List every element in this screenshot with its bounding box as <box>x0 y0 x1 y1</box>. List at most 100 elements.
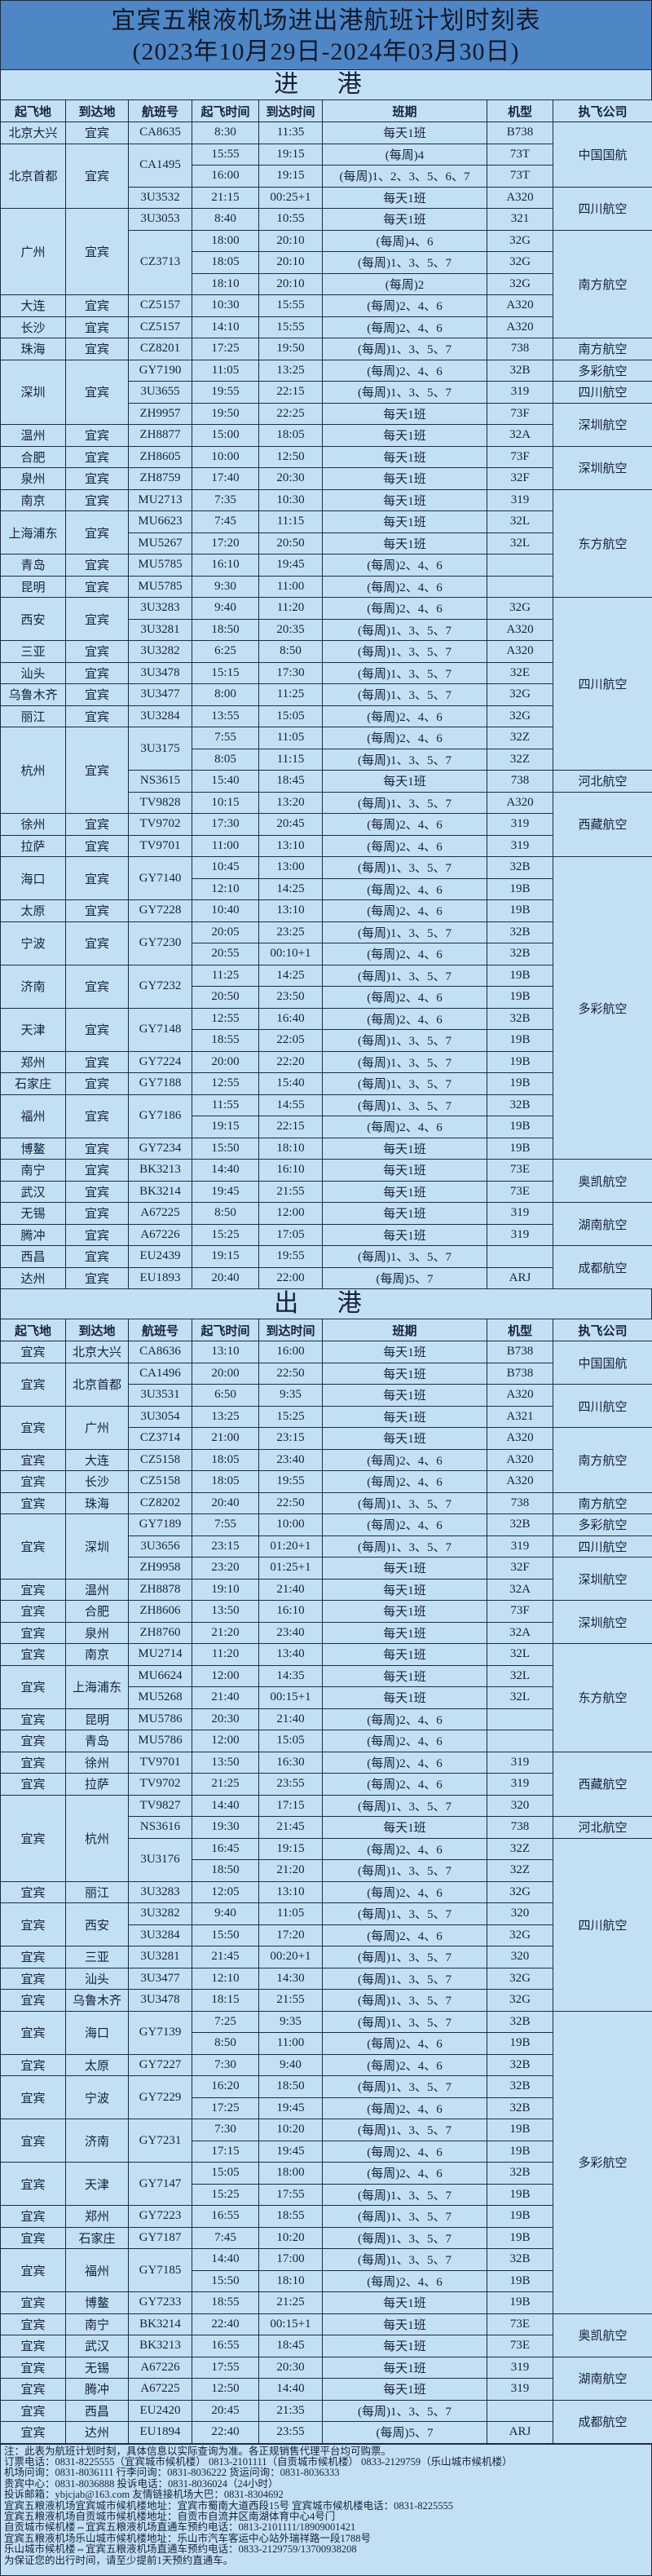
destination-cell: 福州 <box>66 2249 129 2292</box>
flight-number-cell: 3U3281 <box>129 1946 192 1968</box>
destination-cell: 徐州 <box>66 1752 129 1774</box>
schedule-days-cell: (每周)1、3、5、7 <box>323 2400 487 2422</box>
destination-cell: 宜宾 <box>66 425 129 447</box>
departure-time-cell: 18:50 <box>192 1860 259 1882</box>
schedule-days-cell: 每天1班 <box>323 1406 487 1428</box>
departure-time-cell: 17:55 <box>192 2357 259 2379</box>
departure-time-cell: 15:40 <box>192 771 259 793</box>
origin-cell: 泉州 <box>1 468 66 490</box>
departure-time-cell: 21:20 <box>192 1622 259 1644</box>
flight-number-cell: CA8635 <box>129 122 192 144</box>
departure-time-cell: 11:25 <box>192 965 259 987</box>
destination-cell: 宜宾 <box>66 1160 129 1182</box>
origin-cell: 宜宾 <box>1 1341 66 1363</box>
aircraft-type-cell <box>487 1708 553 1730</box>
aircraft-type-cell: 19B <box>487 2033 553 2055</box>
departure-time-cell: 19:50 <box>192 403 259 425</box>
flight-number-cell: BK3214 <box>129 2313 192 2335</box>
schedule-days-cell: (每周)1、3、5、7 <box>323 1860 487 1882</box>
schedule-days-cell: 每天1班 <box>323 2313 487 2335</box>
arrival-time-cell: 22:15 <box>259 382 323 404</box>
arrival-time-cell: 8:50 <box>259 641 323 663</box>
destination-cell: 宜宾 <box>66 468 129 490</box>
departure-time-cell: 12:55 <box>192 1073 259 1095</box>
origin-cell: 济南 <box>1 965 66 1008</box>
flight-number-cell: MU5268 <box>129 1687 192 1709</box>
arrival-time-cell: 16:10 <box>259 1601 323 1623</box>
departure-time-cell: 20:00 <box>192 1051 259 1073</box>
departure-time-cell: 20:45 <box>192 2400 259 2422</box>
departure-time-cell: 17:20 <box>192 532 259 555</box>
column-header-flight-no: 航班号 <box>129 100 192 122</box>
destination-cell: 宜宾 <box>66 446 129 468</box>
origin-cell: 宜宾 <box>1 2206 66 2228</box>
departure-time-cell: 8:40 <box>192 209 259 231</box>
schedule-days-cell: (每周)1、3、5、7 <box>323 965 487 987</box>
aircraft-type-cell: 32L <box>487 532 553 555</box>
destination-cell: 南京 <box>66 1644 129 1666</box>
schedule-days-cell: (每周)2、4、6 <box>323 835 487 857</box>
origin-cell: 宜宾 <box>1 1579 66 1601</box>
arrival-time-cell: 23:40 <box>259 1449 323 1471</box>
destination-cell: 宜宾 <box>66 857 129 900</box>
origin-cell: 宜宾 <box>1 2227 66 2249</box>
aircraft-type-cell: 32A <box>487 1579 553 1601</box>
schedule-days-cell: 每天1班 <box>323 1385 487 1407</box>
aircraft-type-cell: A320 <box>487 1385 553 1407</box>
departure-time-cell: 7:25 <box>192 2011 259 2033</box>
schedule-days-cell: (每周)2、4、6 <box>323 295 487 317</box>
destination-cell: 宜宾 <box>66 1008 129 1051</box>
arrival-time-cell: 21:45 <box>259 1817 323 1839</box>
arrival-time-cell: 01:20+1 <box>259 1535 323 1558</box>
arrival-time-cell: 20:10 <box>259 273 323 295</box>
note-line: 自贡城市候机楼⇔宜宾五粮液机场直通车预约电话：0813-2101111/1890… <box>4 2522 648 2533</box>
arrival-time-cell: 20:30 <box>259 468 323 490</box>
arrival-time-cell: 13:10 <box>259 900 323 922</box>
aircraft-type-cell: A320 <box>487 792 553 814</box>
destination-cell: 北京大兴 <box>66 1341 129 1363</box>
arrival-time-cell: 00:25+1 <box>259 187 323 209</box>
departure-time-cell: 7:45 <box>192 2227 259 2249</box>
flight-number-cell: 3U3655 <box>129 382 192 404</box>
destination-cell: 宜宾 <box>66 576 129 598</box>
aircraft-type-cell: A320 <box>487 619 553 641</box>
arrival-time-cell: 19:15 <box>259 1838 323 1860</box>
destination-cell: 泉州 <box>66 1622 129 1644</box>
destination-cell: 宜宾 <box>66 727 129 814</box>
flight-number-cell: CZ5158 <box>129 1471 192 1493</box>
origin-cell: 武汉 <box>1 1181 66 1203</box>
flight-number-cell: CA8636 <box>129 1341 192 1363</box>
aircraft-type-cell: 19B <box>487 2184 553 2206</box>
arrival-time-cell: 00:10+1 <box>259 943 323 965</box>
arrival-time-cell: 15:55 <box>259 316 323 338</box>
flight-number-cell: GY7227 <box>129 2054 192 2076</box>
note-line: 投诉邮箱：ybjcjab@163.com 友情链接机场大巴：0831-83046… <box>4 2490 648 2500</box>
destination-cell: 温州 <box>66 1579 129 1601</box>
departure-time-cell: 12:00 <box>192 1730 259 1752</box>
flight-number-cell: EU1893 <box>129 1267 192 1289</box>
flight-number-cell: CA1495 <box>129 144 192 187</box>
airline-cell: 多彩航空 <box>553 360 652 382</box>
flight-number-cell: TV9828 <box>129 792 192 814</box>
schedule-days-cell: (每周)2、4、6 <box>323 1708 487 1730</box>
arrival-time-cell: 15:25 <box>259 1406 323 1428</box>
origin-cell: 宜宾 <box>1 2011 66 2054</box>
departure-time-cell: 8:00 <box>192 684 259 706</box>
aircraft-type-cell: 32F <box>487 1558 553 1580</box>
schedule-days-cell: 每天1班 <box>323 532 487 555</box>
departures-section-title: 出 港 <box>0 1289 652 1319</box>
arrival-time-cell: 9:35 <box>259 2011 323 2033</box>
arrival-time-cell: 15:55 <box>259 295 323 317</box>
origin-cell: 海口 <box>1 857 66 900</box>
aircraft-type-cell: 32B <box>487 2076 553 2098</box>
aircraft-type-cell: 32G <box>487 705 553 727</box>
airline-cell: 四川航空 <box>553 382 652 404</box>
arrival-time-cell: 18:45 <box>259 2335 323 2357</box>
destination-cell: 丽江 <box>66 1881 129 1903</box>
schedule-days-cell: (每周)2、4、6 <box>323 2141 487 2163</box>
aircraft-type-cell: 32B <box>487 943 553 965</box>
departure-time-cell: 19:15 <box>192 1246 259 1268</box>
